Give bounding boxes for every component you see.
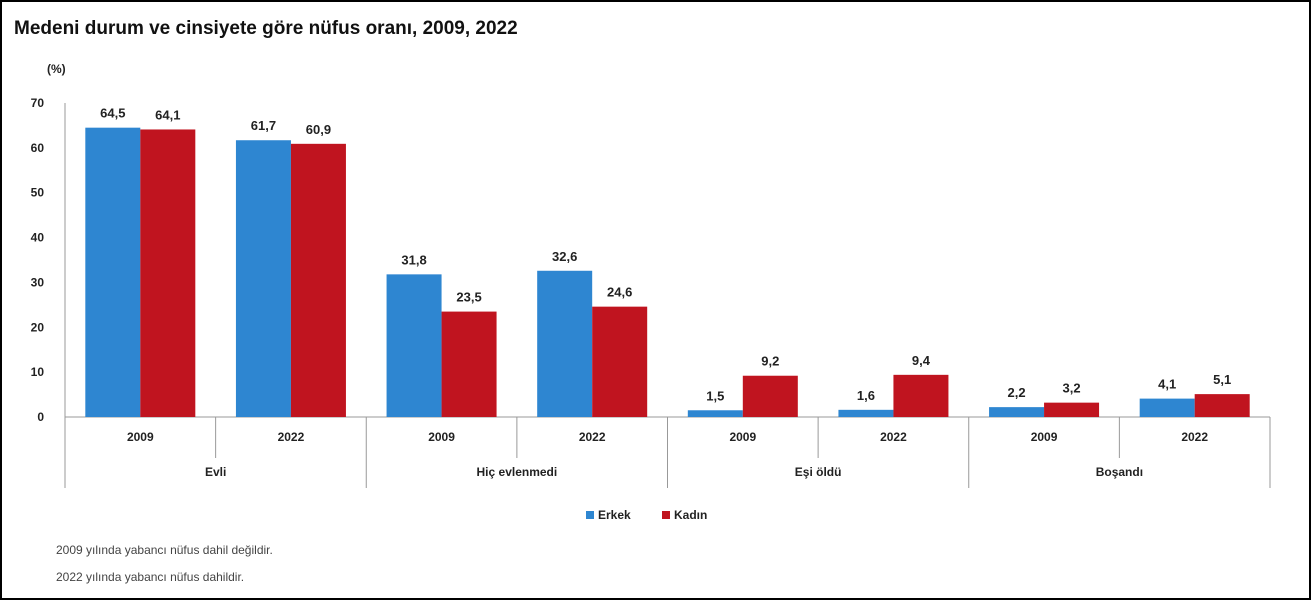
bar-erkek bbox=[687, 410, 743, 417]
y-tick-label: 50 bbox=[31, 186, 45, 200]
bar-kadın bbox=[1044, 402, 1100, 417]
bar-erkek bbox=[235, 140, 291, 417]
data-label: 32,6 bbox=[552, 249, 577, 264]
x-tick-label: 2009 bbox=[1031, 430, 1058, 444]
legend-label-kadın: Kadın bbox=[674, 508, 707, 522]
legend-swatch-erkek bbox=[586, 511, 594, 519]
y-tick-label: 0 bbox=[37, 410, 44, 424]
x-tick-label: 2022 bbox=[880, 430, 907, 444]
group-label: Evli bbox=[205, 465, 226, 479]
y-tick-label: 40 bbox=[31, 231, 45, 245]
data-label: 64,1 bbox=[155, 107, 180, 122]
data-label: 1,6 bbox=[857, 388, 875, 403]
data-label: 31,8 bbox=[401, 252, 426, 267]
footnote-2009: 2009 yılında yabancı nüfus dahil değildi… bbox=[56, 543, 273, 557]
x-tick-label: 2022 bbox=[579, 430, 606, 444]
bar-kadın bbox=[742, 375, 798, 417]
data-label: 9,2 bbox=[761, 354, 779, 369]
y-tick-label: 20 bbox=[31, 320, 45, 334]
bar-kadın bbox=[140, 129, 196, 418]
bar-kadın bbox=[592, 306, 648, 417]
bar-erkek bbox=[989, 407, 1045, 417]
group-label: Hiç evlenmedi bbox=[477, 465, 558, 479]
legend-swatch-kadın bbox=[662, 511, 670, 519]
bar-kadın bbox=[1194, 394, 1250, 417]
bar-kadın bbox=[290, 143, 346, 417]
y-tick-label: 60 bbox=[31, 141, 45, 155]
data-label: 1,5 bbox=[706, 388, 724, 403]
data-label: 4,1 bbox=[1158, 377, 1176, 392]
chart-title: Medeni durum ve cinsiyete göre nüfus ora… bbox=[14, 18, 518, 39]
x-tick-label: 2022 bbox=[278, 430, 305, 444]
bar-erkek bbox=[537, 270, 593, 417]
y-axis-unit-label: (%) bbox=[47, 62, 66, 76]
x-tick-label: 2009 bbox=[127, 430, 154, 444]
data-label: 3,2 bbox=[1063, 381, 1081, 396]
y-tick-label: 10 bbox=[31, 365, 45, 379]
data-label: 24,6 bbox=[607, 285, 632, 300]
bar-erkek bbox=[386, 274, 442, 417]
x-tick-label: 2009 bbox=[428, 430, 455, 444]
data-label: 23,5 bbox=[456, 290, 481, 305]
x-tick-label: 2022 bbox=[1181, 430, 1208, 444]
bar-kadın bbox=[441, 311, 497, 417]
bar-erkek bbox=[838, 409, 894, 417]
y-tick-label: 30 bbox=[31, 275, 45, 289]
group-label: Boşandı bbox=[1096, 465, 1143, 479]
data-label: 61,7 bbox=[251, 118, 276, 133]
data-label: 64,5 bbox=[100, 106, 125, 121]
bar-erkek bbox=[1139, 398, 1195, 417]
footnote-2022: 2022 yılında yabancı nüfus dahildir. bbox=[56, 570, 245, 584]
bar-kadın bbox=[893, 374, 949, 417]
x-tick-label: 2009 bbox=[729, 430, 756, 444]
data-label: 60,9 bbox=[306, 122, 331, 137]
group-label: Eşi öldü bbox=[795, 465, 842, 479]
bar-erkek bbox=[85, 127, 141, 418]
data-label: 9,4 bbox=[912, 353, 931, 368]
legend-label-erkek: Erkek bbox=[598, 508, 631, 522]
data-label: 2,2 bbox=[1008, 385, 1026, 400]
y-tick-label: 70 bbox=[31, 96, 45, 110]
data-label: 5,1 bbox=[1213, 372, 1231, 387]
